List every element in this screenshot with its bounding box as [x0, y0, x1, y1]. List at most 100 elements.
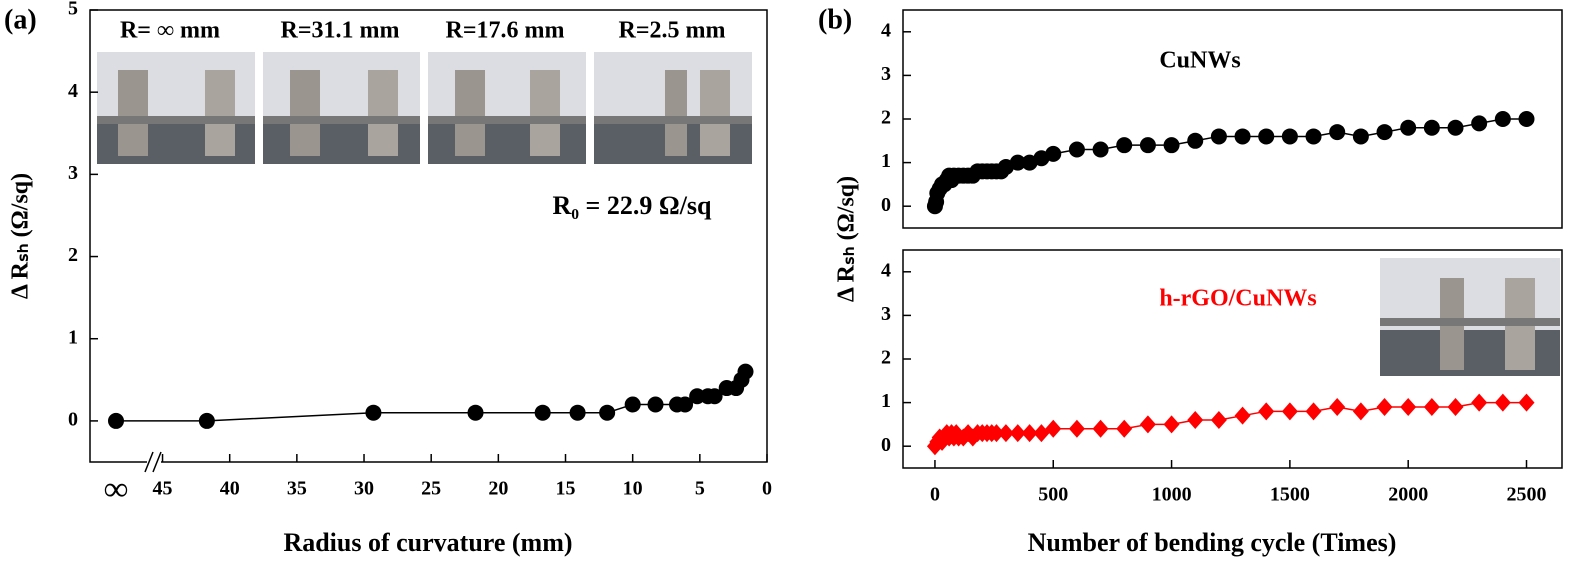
marker	[1187, 411, 1204, 430]
marker	[1352, 128, 1369, 145]
y-tick-label: 4	[68, 80, 78, 102]
marker	[988, 424, 1005, 443]
marker	[599, 404, 616, 421]
marker	[706, 388, 723, 405]
series-label: h-rGO/CuNWs	[1159, 286, 1316, 312]
x-tick-label: 45	[153, 478, 173, 500]
marker	[1210, 128, 1227, 145]
photo	[594, 52, 752, 164]
annotation: R=31.1 mm	[281, 18, 400, 44]
x-tick-label: 0	[930, 484, 940, 506]
y-tick-label: 1	[68, 326, 78, 348]
y-tick-label: 2	[881, 347, 891, 369]
x-tick-label: 1500	[1270, 484, 1310, 506]
marker	[1518, 111, 1535, 127]
x-tick-label: 2500	[1507, 484, 1547, 506]
plot-frame	[89, 9, 768, 463]
axis-break	[144, 451, 154, 473]
marker	[1045, 419, 1062, 438]
x-tick-label: 5	[695, 478, 705, 500]
y-axis-label: Δ Rₛₕ (Ω/sq)	[8, 173, 34, 299]
x-tick-label: 10	[623, 478, 643, 500]
panel-label: (a)	[4, 4, 37, 35]
x-tick-label: 15	[556, 478, 576, 500]
marker	[1447, 397, 1464, 416]
marker	[737, 363, 754, 380]
photos	[97, 52, 1560, 376]
marker	[1329, 124, 1346, 141]
photo	[97, 52, 255, 164]
marker	[1423, 397, 1440, 416]
x-tick-label: 500	[1038, 484, 1068, 506]
marker	[1400, 119, 1417, 136]
x-tick-label: 0	[762, 478, 772, 500]
marker	[1494, 111, 1511, 127]
marker	[1376, 397, 1393, 416]
y-tick-label: 0	[881, 434, 891, 456]
marker	[1068, 141, 1085, 158]
axis-break	[152, 451, 162, 473]
marker	[1518, 393, 1535, 412]
marker	[1305, 128, 1322, 145]
marker	[1376, 124, 1393, 141]
marker	[1234, 128, 1251, 145]
marker	[1116, 419, 1133, 438]
marker	[1116, 137, 1133, 154]
marker	[1021, 424, 1038, 443]
y-tick-label: 4	[881, 259, 891, 281]
y-tick-label: 1	[881, 390, 891, 412]
marker	[365, 404, 382, 421]
marker	[1009, 154, 1026, 171]
marker	[467, 404, 484, 421]
y-tick-label: 0	[68, 409, 78, 431]
marker	[624, 396, 641, 413]
photo	[263, 52, 420, 164]
marker	[569, 404, 586, 421]
y-tick-label: 5	[68, 0, 78, 20]
series-line	[116, 371, 747, 422]
marker	[1281, 128, 1298, 145]
marker	[534, 404, 551, 421]
marker	[1210, 411, 1227, 430]
marker	[1139, 137, 1156, 154]
marker	[1187, 132, 1204, 149]
marker	[1139, 415, 1156, 434]
y-tick-label: 3	[881, 63, 891, 85]
panel-label: (b)	[818, 4, 852, 35]
marker	[1163, 415, 1180, 434]
marker	[1494, 393, 1511, 412]
axis-break	[147, 450, 161, 474]
y-tick-label: 2	[68, 244, 78, 266]
x-tick-label: 1000	[1152, 484, 1192, 506]
y-axis-label: Δ Rₛₕ (Ω/sq)	[834, 176, 860, 302]
photo	[428, 52, 586, 164]
y-tick-label: 2	[881, 107, 891, 129]
marker	[677, 396, 694, 413]
marker	[1471, 115, 1488, 132]
marker	[1234, 406, 1251, 425]
annotation: R=17.6 mm	[446, 18, 565, 44]
marker	[1068, 419, 1085, 438]
marker	[1329, 397, 1346, 416]
annotation: R= ∞ mm	[120, 18, 220, 44]
photo	[1380, 258, 1560, 376]
marker	[1092, 141, 1109, 158]
marker	[1163, 137, 1180, 154]
marker	[1258, 128, 1275, 145]
marker	[198, 412, 215, 429]
marker	[1009, 424, 1026, 443]
x-tick-label: 35	[287, 478, 307, 500]
x-axis-label: Number of bending cycle (Times)	[1028, 528, 1397, 557]
marker	[1471, 393, 1488, 412]
x-tick-label: 40	[220, 478, 240, 500]
x-tick-label: ∞	[104, 471, 128, 508]
y-tick-label: 0	[881, 194, 891, 216]
series-label: CuNWs	[1159, 48, 1240, 74]
x-tick-label: 20	[488, 478, 508, 500]
y-tick-label: 4	[881, 19, 891, 41]
marker	[1423, 119, 1440, 136]
marker	[1305, 402, 1322, 421]
y-tick-label: 3	[68, 162, 78, 184]
annotation: R=2.5 mm	[619, 18, 726, 44]
